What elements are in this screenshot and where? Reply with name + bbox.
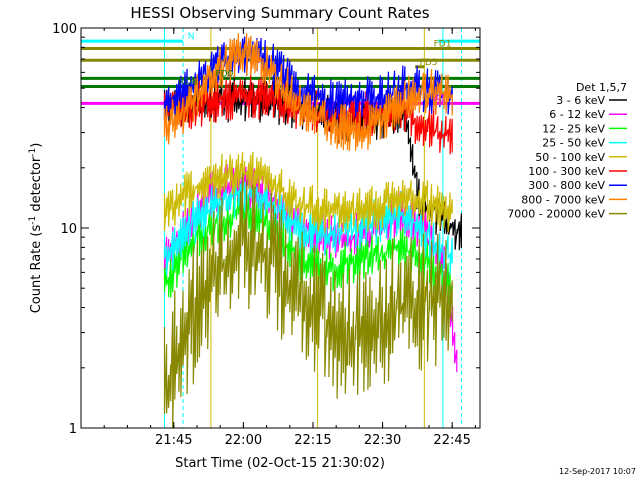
y-label-part-main: Count Rate (s xyxy=(29,225,44,314)
series-line-7 xyxy=(163,33,453,152)
y-label-sup-2: -1 xyxy=(28,148,38,157)
legend-title: Det 1,5,7 xyxy=(576,81,627,94)
x-tick-label-3: 22:30 xyxy=(364,433,401,448)
legend-entry-8: 7000 - 20000 keV xyxy=(507,208,605,221)
y-tick-label-2: 100 xyxy=(52,22,77,37)
x-axis: 21:45 22:00 22:15 22:30 22:45 xyxy=(103,28,476,448)
chart-title: HESSI Observing Summary Count Rates xyxy=(130,4,429,22)
flag-label-4: FD0 xyxy=(216,69,234,79)
y-tick-label-0: 1 xyxy=(69,422,77,437)
series-line-4 xyxy=(163,151,453,234)
flag-label-3: FD5 xyxy=(420,58,438,68)
y-label-part-mid: detector xyxy=(29,156,44,216)
y-axis: 1 10 100 xyxy=(52,22,480,437)
legend-entry-0: 3 - 6 keV xyxy=(556,94,605,107)
timestamp: 12-Sep-2017 10:07 xyxy=(559,467,636,476)
legend-entry-2: 12 - 25 keV xyxy=(542,122,605,135)
legend-entry-6: 300 - 800 keV xyxy=(528,179,605,192)
x-axis-label: Start Time (02-Oct-15 21:30:02) xyxy=(175,456,385,471)
series-line-8 xyxy=(163,173,453,428)
legend-entry-3: 25 - 50 keV xyxy=(542,137,605,150)
x-tick-label-0: 21:45 xyxy=(155,433,192,448)
flag-label-1: FD1 xyxy=(434,39,452,49)
y-label-sup-1: -1 xyxy=(28,216,38,225)
y-label-part-end: ) xyxy=(29,143,44,148)
y-axis-label: Count Rate (s-1 detector-1) xyxy=(28,143,44,314)
x-tick-label-4: 22:45 xyxy=(433,433,470,448)
data-series xyxy=(163,33,462,428)
plot-area: N FD1 FD5 FD0 RD6 A1 xyxy=(80,27,481,429)
series-line-2 xyxy=(163,190,453,308)
x-tick-label-2: 22:15 xyxy=(294,433,331,448)
legend-entry-7: 800 - 7000 keV xyxy=(521,193,605,206)
legend-entry-4: 50 - 100 keV xyxy=(535,151,605,164)
y-tick-label-1: 10 xyxy=(60,222,77,237)
flag-labels: N FD1 FD5 FD0 RD6 A1 xyxy=(178,32,451,104)
flag-label-0: N xyxy=(188,32,195,42)
x-tick-label-1: 22:00 xyxy=(225,433,262,448)
flag-label-6: A1 xyxy=(434,94,446,104)
legend-entry-5: 100 - 300 keV xyxy=(528,165,605,178)
flag-label-5: RD6 xyxy=(178,77,197,87)
legend-entry-1: 6 - 12 keV xyxy=(549,108,605,121)
